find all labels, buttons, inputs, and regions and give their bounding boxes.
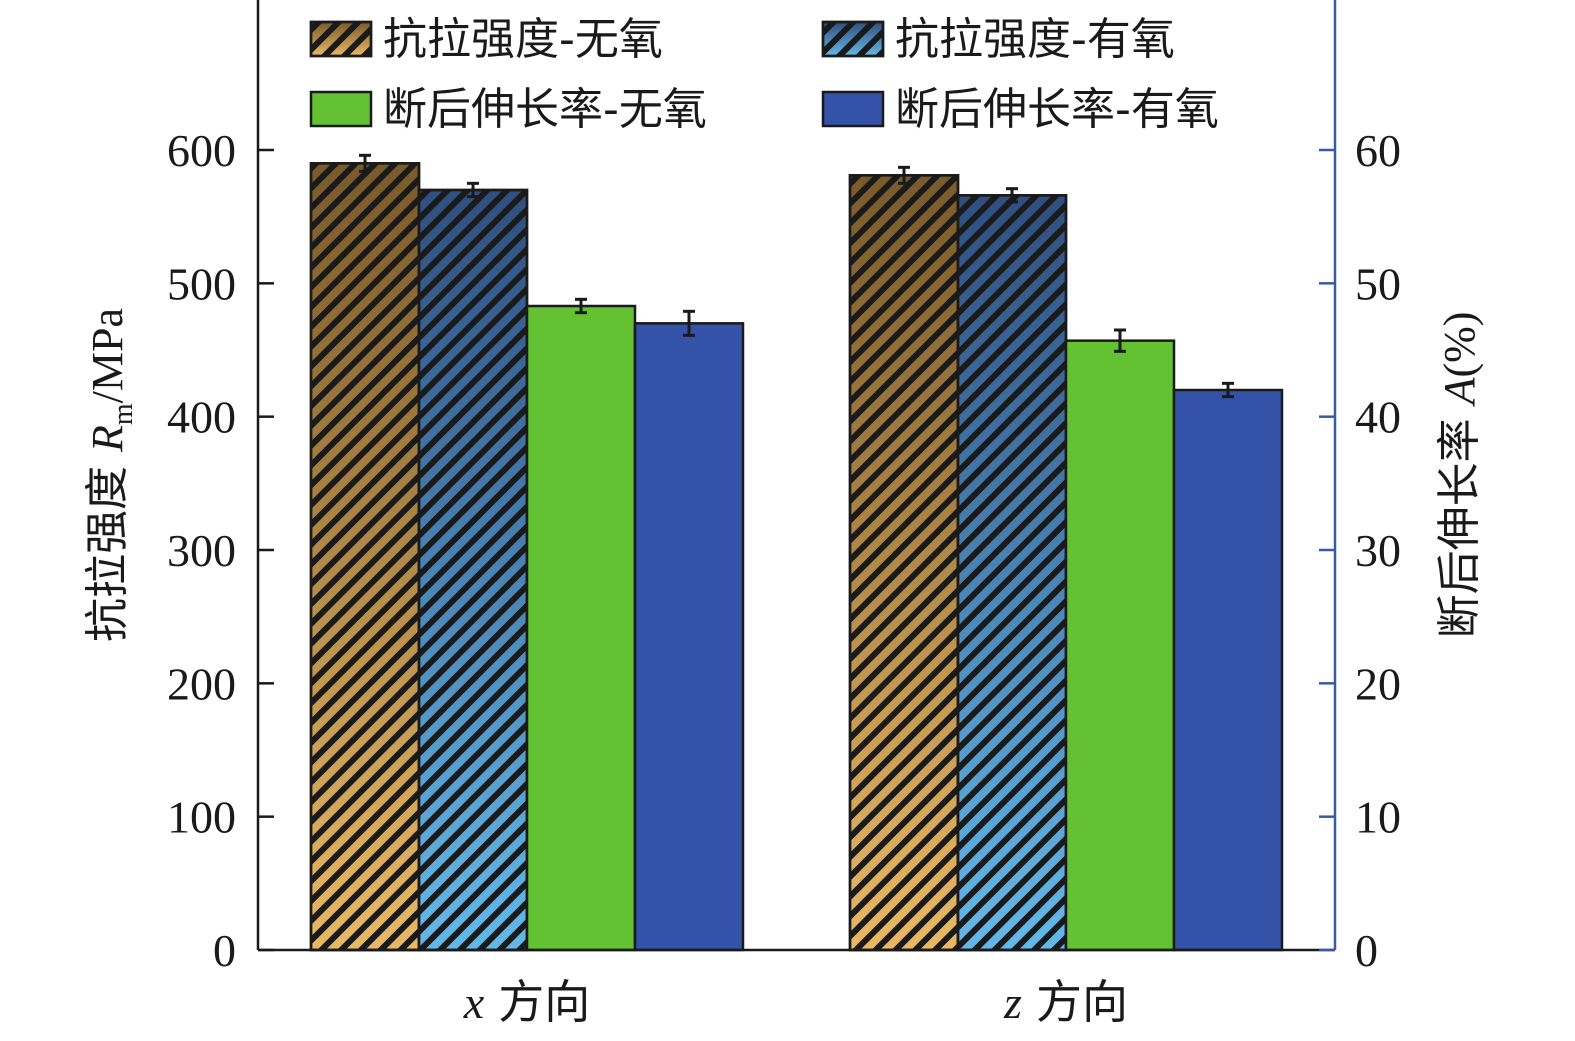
- right-tick-label: 40: [1355, 392, 1401, 443]
- left-axis-title: 抗拉强度 Rm/MPa: [82, 308, 139, 642]
- bar: [633, 322, 745, 952]
- right-tick-label: 60: [1355, 125, 1401, 176]
- legend-swatch-hatch: [309, 20, 373, 58]
- category-text: 方向: [1036, 975, 1128, 1029]
- right-tick-label: 10: [1355, 792, 1401, 843]
- error-bars-layer: [359, 153, 1234, 399]
- right-tick-label: 20: [1355, 658, 1401, 709]
- legend-label: 抗拉强度-有氧: [895, 14, 1175, 65]
- axis-title-suffix: /MPa: [83, 308, 132, 403]
- left-tick-label: 400: [167, 392, 236, 443]
- bar-hatch-overlay: [848, 174, 960, 952]
- axis-title-var: A: [1435, 376, 1484, 407]
- legend-label: 抗拉强度-无氧: [383, 14, 663, 65]
- bar: [525, 304, 637, 952]
- right-tick-label: 50: [1355, 258, 1401, 309]
- bar-hatch-overlay: [309, 162, 421, 952]
- bar-hatch-overlay: [956, 194, 1068, 952]
- axis-title-sub: m: [108, 403, 139, 425]
- bar-hatch-overlay: [417, 188, 529, 952]
- right-tick-label: 30: [1355, 525, 1401, 576]
- axes-layer: 0 100 200 300 400 500 600 0 10 20 30 40 50 60 x 方向 z 方向 抗拉…: [82, 0, 1485, 1029]
- category-var: x: [463, 977, 485, 1028]
- left-tick-label: 200: [167, 658, 236, 709]
- category-var: z: [1003, 977, 1022, 1028]
- legend-swatch-hatch: [821, 20, 885, 58]
- category-text: 方向: [498, 975, 590, 1029]
- left-tick-label: 600: [167, 125, 236, 176]
- axis-title-suffix: (%): [1435, 312, 1484, 378]
- left-tick-label: 500: [167, 258, 236, 309]
- bar: [1172, 388, 1284, 952]
- category-label: x 方向: [463, 975, 590, 1029]
- axis-title-prefix: 断后伸长率: [1434, 404, 1485, 638]
- legend-label: 断后伸长率-有氧: [895, 84, 1219, 135]
- right-axis-title: 断后伸长率 A(%): [1434, 312, 1485, 639]
- legend-swatch: [309, 90, 373, 128]
- left-tick-label: 100: [167, 792, 236, 843]
- left-tick-label: 300: [167, 525, 236, 576]
- right-tick-label: 0: [1355, 925, 1378, 976]
- left-tick-label: 0: [213, 925, 236, 976]
- bars-layer: [309, 162, 1284, 952]
- axis-title-prefix: 抗拉强度: [82, 452, 133, 642]
- legend-label: 断后伸长率-无氧: [383, 84, 707, 135]
- bar: [1064, 339, 1176, 952]
- axis-title-var: R: [83, 425, 132, 453]
- category-label: z 方向: [1003, 975, 1128, 1029]
- legend-swatch: [821, 90, 885, 128]
